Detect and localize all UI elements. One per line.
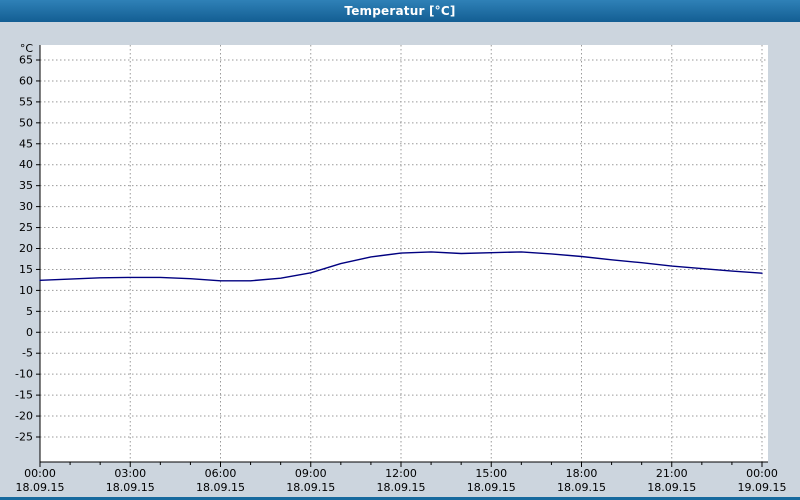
y-axis-tick-label: -15 bbox=[15, 389, 33, 402]
y-axis-tick-label: -20 bbox=[15, 410, 33, 423]
x-axis-date-label: 18.09.15 bbox=[557, 481, 606, 494]
x-axis-time-label: 06:00 bbox=[205, 467, 237, 480]
y-axis-tick-label: 45 bbox=[19, 137, 33, 150]
chart-container: 65 60 55 50 45 40 35 30 25 20 15 10 5 0 -5 -10 -15 -20 -25… bbox=[0, 22, 800, 497]
y-axis-tick-label: 30 bbox=[19, 200, 33, 213]
y-axis-tick-label: 10 bbox=[19, 284, 33, 297]
x-axis-date-label: 18.09.15 bbox=[377, 481, 426, 494]
temperature-line-chart: 65605550454035302520151050-5-10-15-20-25… bbox=[15, 42, 787, 494]
x-axis-time-label: 21:00 bbox=[656, 467, 688, 480]
y-axis-tick-label: 50 bbox=[19, 116, 33, 129]
x-axis-time-label: 00:00 bbox=[746, 467, 778, 480]
y-axis-tick-label: -5 bbox=[22, 347, 33, 360]
y-axis-tick-label: 65 bbox=[19, 54, 33, 67]
y-axis-unit-label: °C bbox=[20, 42, 34, 55]
x-axis-date-label: 18.09.15 bbox=[196, 481, 245, 494]
x-axis-time-label: 03:00 bbox=[114, 467, 146, 480]
x-axis-time-label: 15:00 bbox=[475, 467, 507, 480]
window-title: Temperatur [°C] bbox=[344, 4, 456, 18]
y-axis-tick-label: 55 bbox=[19, 95, 33, 108]
x-axis-date-label: 18.09.15 bbox=[286, 481, 335, 494]
y-axis-tick-label: 60 bbox=[19, 74, 33, 87]
x-axis-date-label: 18.09.15 bbox=[647, 481, 696, 494]
x-axis-time-label: 12:00 bbox=[385, 467, 417, 480]
y-axis-tick-label: -25 bbox=[15, 431, 33, 444]
y-axis-tick-label: 5 bbox=[26, 305, 33, 318]
temperature-series-line bbox=[39, 251, 763, 282]
y-axis-tick-label: 15 bbox=[19, 263, 33, 276]
y-axis-tick-label: 25 bbox=[19, 221, 33, 234]
x-axis-date-label: 18.09.15 bbox=[467, 481, 516, 494]
y-axis-tick-label: 40 bbox=[19, 158, 33, 171]
x-axis-date-label: 18.09.15 bbox=[106, 481, 155, 494]
y-axis-tick-label: -10 bbox=[15, 368, 33, 381]
x-axis-date-label: 18.09.15 bbox=[16, 481, 65, 494]
x-axis-date-label: 19.09.15 bbox=[738, 481, 787, 494]
x-axis-time-label: 18:00 bbox=[566, 467, 598, 480]
window-title-bar: Temperatur [°C] bbox=[0, 0, 800, 22]
window-bottom-border bbox=[0, 497, 800, 500]
y-axis-tick-label: 20 bbox=[19, 242, 33, 255]
y-axis-tick-label: 0 bbox=[26, 326, 33, 339]
x-axis-time-label: 00:00 bbox=[24, 467, 56, 480]
y-axis-tick-label: 35 bbox=[19, 179, 33, 192]
x-axis-time-label: 09:00 bbox=[295, 467, 327, 480]
